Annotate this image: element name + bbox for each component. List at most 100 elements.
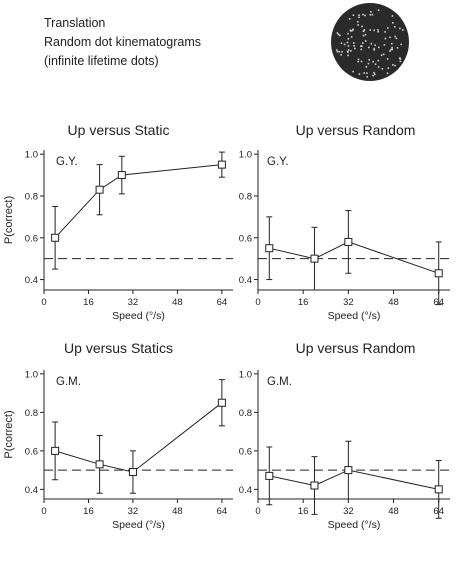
random-dot <box>363 72 365 74</box>
x-tick-label: 64 <box>217 297 228 308</box>
chart-panel-gm-up-vs-statics: Up versus Statics 0.4 0.6 0.8 1.0 0 16 32 48 64 S… <box>0 340 237 570</box>
random-dot <box>374 44 376 47</box>
random-dot <box>384 31 386 33</box>
random-dot <box>343 43 346 46</box>
random-dot <box>372 60 374 63</box>
random-dot <box>368 46 370 49</box>
random-dot <box>357 58 360 61</box>
subject-label: G.M. <box>56 376 81 388</box>
random-dot <box>377 66 380 68</box>
chart-plot-area: 0.4 0.6 0.8 1.0 0 16 32 48 64 Speed (°/s) P(correc… <box>3 369 233 531</box>
data-point <box>344 466 353 475</box>
x-axis-label: Speed (°/s) <box>328 310 381 322</box>
random-dot <box>394 26 396 28</box>
x-tick-label: 32 <box>128 297 139 308</box>
data-point <box>128 468 137 477</box>
random-dot <box>377 9 380 11</box>
x-axis-label: Speed (°/s) <box>328 519 381 531</box>
random-dot <box>362 30 365 33</box>
random-dot <box>352 70 354 73</box>
x-tick-label: 16 <box>83 297 94 308</box>
random-dot <box>350 50 352 52</box>
random-dot <box>347 49 350 51</box>
random-dot <box>338 50 341 53</box>
random-dot <box>383 44 386 46</box>
random-dot <box>377 29 379 31</box>
random-dot <box>391 48 394 51</box>
data-point <box>217 398 226 407</box>
random-dot <box>374 63 377 65</box>
data-point <box>265 244 274 253</box>
random-dot <box>360 60 363 63</box>
random-dot <box>336 32 339 34</box>
y-tick-label: 0.4 <box>239 485 252 496</box>
random-dot <box>347 54 349 57</box>
y-tick-label: 0.8 <box>25 191 38 202</box>
x-axis-label: Speed (°/s) <box>112 519 165 531</box>
data-point <box>95 185 104 194</box>
subject-label: G.M. <box>267 376 292 388</box>
random-dot <box>391 42 393 45</box>
x-tick-label: 48 <box>172 297 183 308</box>
random-dot <box>387 27 389 29</box>
random-dot <box>364 33 367 36</box>
random-dot <box>380 54 383 57</box>
y-axis-label: P(correct) <box>3 196 15 244</box>
random-dot <box>362 34 365 37</box>
series-line <box>54 164 222 239</box>
data-point <box>434 485 443 494</box>
random-dot <box>337 33 340 36</box>
random-dot <box>392 64 394 66</box>
random-dot <box>389 36 391 39</box>
random-dot <box>341 51 343 53</box>
random-dot <box>358 73 361 75</box>
random-dot <box>347 38 350 40</box>
random-dot <box>392 22 394 24</box>
random-dot <box>360 48 363 51</box>
chart-panel-gm-up-vs-random: Up versus Random 0.4 0.6 0.8 1.0 0 16 32 48 64 Sp… <box>237 340 474 570</box>
random-dot <box>399 60 402 63</box>
y-tick-label: 0.8 <box>239 191 252 202</box>
random-dot <box>394 35 396 38</box>
random-dot <box>391 46 393 49</box>
random-dot <box>354 47 356 50</box>
random-dot <box>347 51 349 53</box>
random-dot <box>377 30 379 33</box>
x-tick-label: 32 <box>128 506 139 517</box>
data-point <box>217 160 226 169</box>
chart-title: Up versus Random <box>295 122 416 138</box>
random-dot <box>390 48 392 51</box>
random-dot <box>386 72 389 75</box>
random-dot <box>357 24 359 26</box>
x-tick-label: 16 <box>298 506 309 517</box>
random-dot <box>353 42 355 44</box>
chart-panel-gy-up-vs-static: Up versus Static 0.4 0.6 0.8 1.0 0 16 32 48 64 Sp… <box>0 122 237 352</box>
y-tick-label: 1.0 <box>25 369 38 380</box>
y-tick-label: 0.8 <box>25 408 38 419</box>
random-dot <box>372 74 374 77</box>
random-dot <box>348 18 351 20</box>
random-dot <box>358 16 360 19</box>
random-dot <box>399 57 401 59</box>
y-tick-label: 0.4 <box>25 275 38 286</box>
random-dot <box>373 49 376 51</box>
random-dot <box>373 47 375 50</box>
data-point <box>344 237 353 246</box>
random-dot <box>340 42 343 44</box>
random-dot <box>336 50 339 53</box>
y-tick-label: 0.6 <box>25 233 38 244</box>
y-tick-label: 0.6 <box>239 446 252 457</box>
random-dot <box>373 29 375 32</box>
series-line <box>269 241 439 274</box>
data-point <box>265 471 274 480</box>
random-dot <box>389 50 391 52</box>
random-dot <box>399 58 402 60</box>
header-line-1: Translation <box>44 16 106 30</box>
data-point <box>117 171 126 180</box>
dot-disc-background <box>331 3 409 81</box>
x-tick-label: 32 <box>343 506 354 517</box>
random-dot <box>347 45 350 47</box>
random-dot <box>335 49 338 51</box>
x-tick-label: 48 <box>172 506 183 517</box>
